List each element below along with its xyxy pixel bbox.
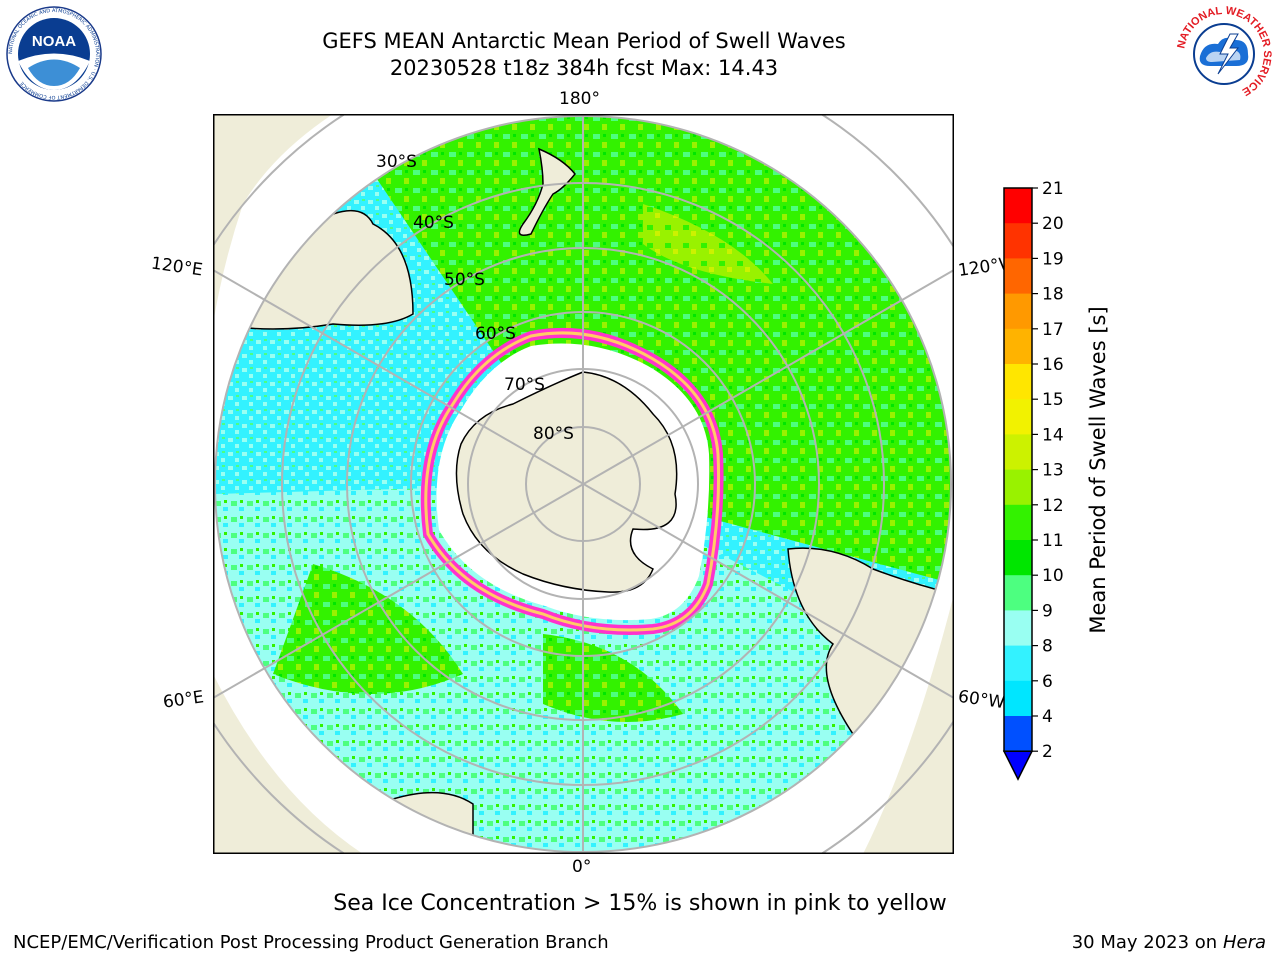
colorbar-segment — [1004, 364, 1032, 400]
colorbar-tick-label: 2 — [1042, 742, 1053, 762]
lat-label-50s: 50°S — [444, 270, 485, 290]
colorbar-segment — [1004, 258, 1032, 295]
lat-label-60s: 60°S — [475, 324, 516, 344]
lon-label-0: 0° — [572, 857, 592, 877]
colorbar-tick-label: 9 — [1042, 601, 1053, 621]
colorbar-tick-label: 15 — [1042, 390, 1064, 410]
nws-logo[interactable]: NATIONAL WEATHER SERVICE — [1175, 5, 1273, 102]
noaa-logo[interactable]: NOAA NATIONAL OCEANIC AND ATMOSPHERIC AD… — [6, 6, 102, 102]
lat-label-70s: 70°S — [504, 375, 545, 395]
lon-label-60e: 60°E — [161, 687, 206, 713]
colorbar-segment — [1004, 716, 1032, 752]
sea-ice-inner-edge — [424, 331, 721, 632]
colorbar-segment — [1004, 575, 1032, 611]
colorbar-segment — [1004, 328, 1032, 365]
colorbar-extend-arrow — [1002, 750, 1034, 781]
colorbar-segment — [1004, 645, 1032, 682]
lon-label-180: 180° — [559, 89, 600, 109]
new-zealand-land — [518, 147, 576, 236]
date-text: 30 May 2023 on — [1071, 932, 1218, 953]
colorbar-segment — [1004, 540, 1032, 576]
colorbar: 2 4 6 8 9 10 11 12 13 14 15 16 17 18 19 20 21 — [996, 179, 1116, 790]
australia-land-outside — [213, 114, 333, 324]
colorbar-tick-label: 16 — [1042, 355, 1064, 375]
swell-field-green-west — [273, 564, 463, 694]
colorbar-tick-label: 4 — [1042, 707, 1053, 727]
colorbar-tick-label: 17 — [1042, 320, 1064, 340]
lat-label-30s: 30°S — [376, 152, 417, 172]
colorbar-svg: 2 4 6 8 9 10 11 12 13 14 15 16 17 18 19 20 21 — [1002, 179, 1064, 781]
meridian-60e-120w — [212, 269, 955, 699]
colorbar-tick-label: 11 — [1042, 531, 1064, 551]
colorbar-tick-label: 8 — [1042, 637, 1053, 657]
colorbar-segment — [1004, 223, 1032, 259]
colorbar-segment — [1004, 680, 1032, 717]
colorbar-segment — [1004, 293, 1032, 330]
africa-land-outside — [213, 674, 363, 854]
antarctica-land — [455, 371, 678, 593]
noaa-logo-icon: NOAA NATIONAL OCEANIC AND ATMOSPHERIC AD… — [6, 6, 102, 102]
antarctic-map[interactable] — [142, 43, 1024, 925]
swell-field-yellow-2 — [643, 204, 773, 284]
colorbar-tick-label: 6 — [1042, 672, 1053, 692]
colorbar-segment — [1004, 469, 1032, 506]
plot-subtitle: 20230528 t18z 384h fcst Max: 14.43 — [389, 56, 779, 80]
colorbar-tick-label: 13 — [1042, 461, 1064, 481]
map-border — [213, 114, 954, 854]
colorbar-tick-label: 21 — [1042, 180, 1064, 199]
credit-line: NCEP/EMC/Verification Post Processing Pr… — [13, 932, 609, 953]
colorbar-segment — [1004, 399, 1032, 435]
colorbar-label: Mean Period of Swell Waves [s] — [1086, 306, 1110, 634]
colorbar-tick-label: 12 — [1042, 496, 1064, 516]
colorbar-tick-label: 18 — [1042, 285, 1064, 305]
lat-label-40s: 40°S — [413, 213, 454, 233]
noaa-logo-letters: NOAA — [32, 33, 76, 50]
colorbar-segment — [1004, 434, 1032, 471]
colorbar-segment — [1004, 610, 1032, 647]
map-canvas — [142, 43, 1024, 925]
colorbar-segment — [1004, 188, 1032, 224]
sea-ice-note: Sea Ice Concentration > 15% is shown in … — [333, 891, 947, 916]
south-america-land-outside — [863, 594, 954, 854]
nws-logo-icon: NATIONAL WEATHER SERVICE — [1175, 5, 1273, 101]
colorbar-tick-label: 10 — [1042, 566, 1064, 586]
colorbar-segment — [1004, 504, 1032, 541]
lat-label-80s: 80°S — [533, 424, 574, 444]
lon-label-120e: 120°E — [149, 253, 204, 281]
colorbar-tick-label: 14 — [1042, 425, 1064, 445]
date-line: 30 May 2023 on Hera — [1072, 932, 1266, 953]
colorbar-tick-label: 19 — [1042, 249, 1064, 269]
machine-name: Hera — [1222, 932, 1266, 953]
colorbar-tick-label: 20 — [1042, 214, 1064, 234]
plot-title: GEFS MEAN Antarctic Mean Period of Swell… — [322, 29, 846, 53]
